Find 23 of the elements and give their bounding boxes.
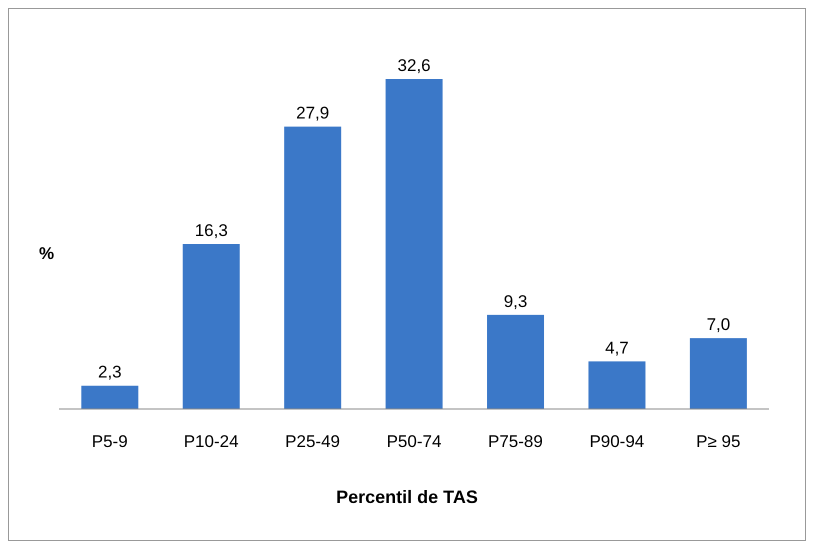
bar <box>81 386 138 409</box>
bar <box>284 126 342 409</box>
data-label: 16,3 <box>194 221 228 240</box>
y-axis-title: % <box>39 244 54 264</box>
bar <box>690 338 747 409</box>
data-label: 4,7 <box>605 338 629 358</box>
bar <box>182 244 240 409</box>
x-axis-title: Percentil de TAS <box>335 487 479 508</box>
data-label: 32,6 <box>398 56 431 75</box>
x-tick-label: P≥ 95 <box>696 432 740 452</box>
x-tick-label: P5-9 <box>92 432 128 452</box>
x-tick-label: P50-74 <box>386 432 442 452</box>
bar <box>588 361 646 409</box>
data-label: 9,3 <box>504 292 528 311</box>
x-tick-label: P75-89 <box>488 432 543 452</box>
data-label: 2,3 <box>98 362 122 382</box>
x-tick-label: P90-94 <box>589 432 644 452</box>
bar <box>386 79 443 409</box>
data-label: 27,9 <box>296 104 330 123</box>
bar <box>487 314 544 409</box>
x-tick-label: P10-24 <box>184 432 239 452</box>
data-label: 7,0 <box>706 315 730 334</box>
x-tick-label: P25-49 <box>285 432 340 452</box>
